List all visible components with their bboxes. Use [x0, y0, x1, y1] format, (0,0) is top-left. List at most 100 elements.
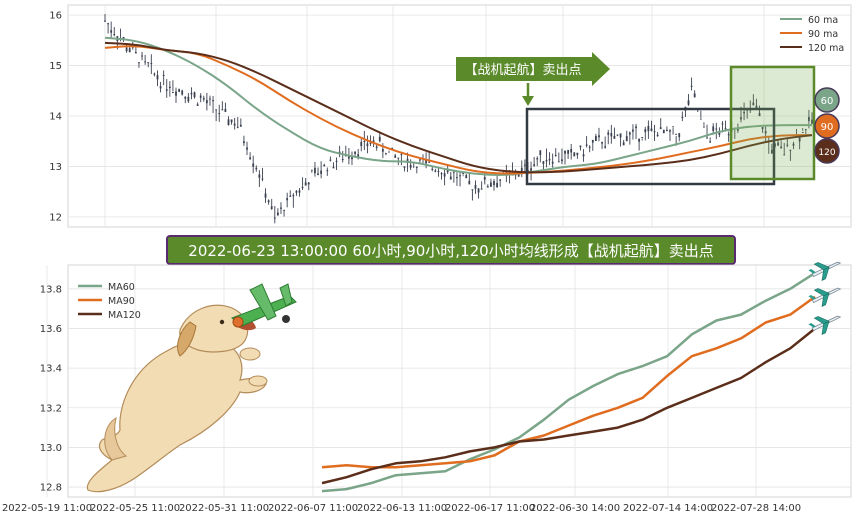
bottom-ma-lines — [321, 271, 816, 493]
banner-text: 2022-06-23 13:00:00 60小时,90小时,120小时均线形成【… — [188, 242, 713, 260]
candle-body — [212, 100, 214, 102]
candle-body — [280, 207, 282, 209]
candle-body — [289, 195, 292, 197]
candle-body — [224, 108, 227, 112]
signal-label-text: 【战机起航】卖出点 — [464, 62, 581, 78]
candle-body — [159, 86, 162, 89]
candle-body — [687, 100, 690, 105]
candle-body — [801, 131, 804, 133]
candle-body — [480, 188, 483, 190]
candle-body — [718, 131, 721, 135]
candle-body — [283, 209, 285, 211]
candle-body — [573, 152, 576, 157]
candle-body — [381, 149, 384, 152]
candle-body — [798, 136, 801, 142]
candle-body — [672, 126, 674, 128]
candle-body — [545, 160, 548, 162]
candle-body — [233, 123, 236, 126]
candle-body — [690, 85, 693, 87]
candle-body — [675, 133, 678, 135]
candle-body — [554, 154, 557, 156]
badge-90 — [814, 113, 840, 139]
candle-body — [653, 131, 656, 133]
candle-body — [394, 155, 397, 158]
candle-body — [347, 155, 350, 159]
candle-body — [104, 20, 106, 22]
candle-body — [187, 96, 190, 102]
candle-body — [162, 74, 165, 76]
candle-body — [273, 217, 276, 219]
candle-body — [437, 171, 440, 173]
x-tick-label: 2022-05-25 11:00 — [90, 503, 180, 514]
legend-label-ma90: MA90 — [108, 296, 135, 307]
top-line-120-ma — [104, 41, 813, 174]
candle-body — [178, 89, 180, 92]
legend-label-ma60: MA60 — [108, 282, 135, 293]
candle-body — [202, 98, 205, 100]
x-tick-label: 2022-05-19 11:00 — [2, 503, 92, 514]
candle-body — [579, 145, 582, 148]
candle-body — [567, 150, 570, 154]
candle-body — [678, 133, 681, 138]
candle-body — [286, 198, 289, 201]
candle-body — [125, 47, 128, 52]
legend-label-120ma: 120 ma — [808, 43, 844, 54]
candle-body — [128, 48, 131, 53]
candle-body — [588, 146, 591, 148]
candle-body — [598, 135, 600, 138]
candle-body — [613, 135, 616, 139]
candle-body — [403, 166, 406, 168]
candle-body — [264, 193, 267, 198]
bottom-y-tick-label: 13.6 — [40, 324, 62, 335]
candle-body — [610, 133, 613, 137]
candle-body — [409, 164, 412, 168]
candle-body — [215, 109, 218, 111]
candle-body — [181, 90, 184, 95]
bottom-y-tick-label: 13.0 — [40, 443, 62, 454]
candle-body — [740, 117, 742, 120]
candle-body — [465, 175, 468, 179]
candle-body — [107, 23, 109, 25]
candle-body — [378, 136, 381, 142]
candle-body — [804, 128, 807, 130]
candle-body — [483, 177, 486, 180]
badge-120 — [814, 138, 840, 164]
candle-body — [703, 126, 705, 128]
candle-body — [292, 194, 295, 197]
candle-body — [536, 158, 539, 160]
candle-body — [301, 187, 304, 189]
candle-body — [388, 151, 390, 153]
candle-body — [307, 182, 310, 185]
candle-body — [153, 73, 156, 75]
candle-body — [517, 174, 520, 177]
candle-body — [777, 142, 779, 146]
candle-body — [607, 132, 610, 135]
bottom-y-tick-label: 12.8 — [40, 483, 62, 494]
candle-body — [295, 190, 298, 193]
badge-90-text: 90 — [821, 122, 834, 133]
signal-arrow-shape — [456, 52, 610, 86]
candle-body — [570, 149, 573, 153]
candle-body — [236, 126, 239, 128]
candle-body — [808, 117, 810, 122]
candle-body — [520, 167, 523, 172]
candle-body — [372, 140, 375, 143]
candle-body — [320, 170, 323, 174]
candle-body — [190, 92, 193, 95]
candle-body — [721, 123, 724, 125]
candle-body — [360, 141, 363, 147]
candle-body — [406, 158, 409, 163]
top-y-tick-label: 12 — [49, 212, 62, 223]
candle-body — [304, 182, 307, 186]
candle-body — [363, 140, 366, 142]
airplane-toy-icon — [231, 283, 297, 328]
candle-body — [548, 159, 551, 161]
candle-body — [428, 161, 431, 163]
candle-body — [335, 160, 338, 162]
candle-body — [239, 124, 242, 127]
candle-body — [576, 152, 579, 156]
x-tick-label: 2022-07-14 14:00 — [623, 503, 713, 514]
candle-body — [727, 134, 730, 136]
